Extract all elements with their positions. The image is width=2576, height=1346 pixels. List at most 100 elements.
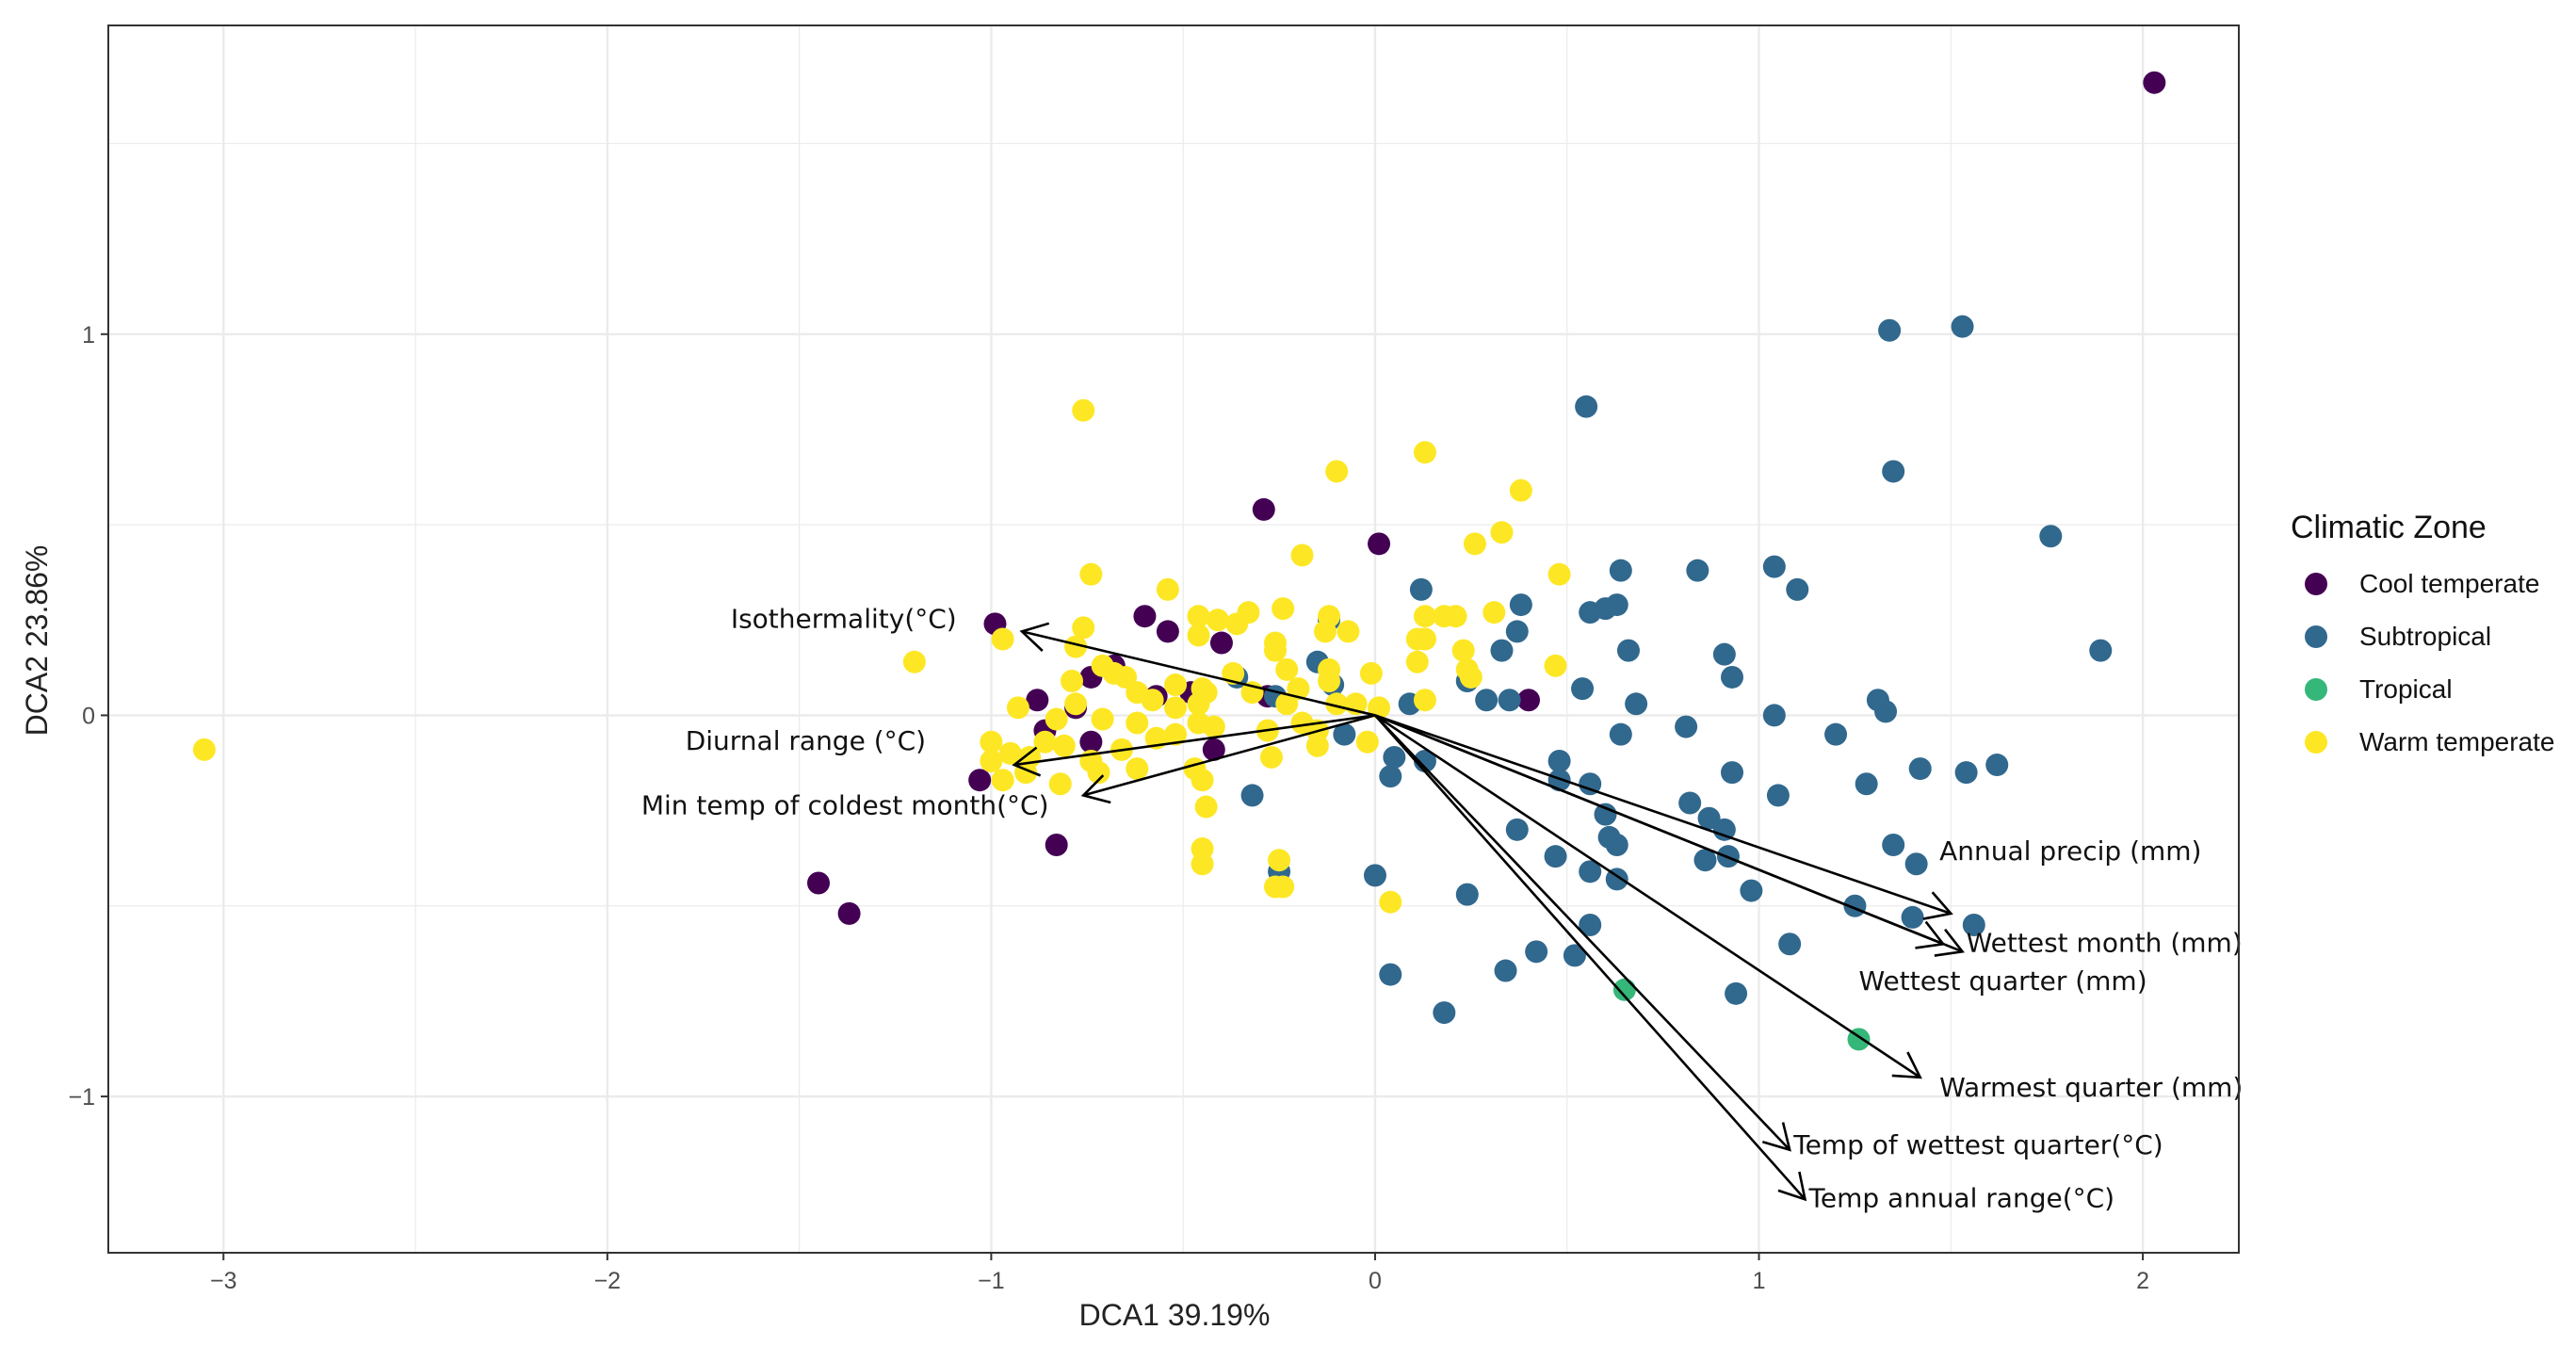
vector-temp-annual-range-c [1374, 714, 1807, 1202]
y-tick-label: 1 [82, 322, 95, 349]
legend-label-warm-temperate: Warm temperate [2359, 727, 2554, 756]
legend-item-subtropical: Subtropical [2305, 622, 2491, 651]
vector-line [1374, 714, 1944, 946]
point-subtropical [1678, 791, 1702, 815]
point-subtropical [1721, 761, 1744, 785]
point-warm-temperate [1091, 707, 1114, 731]
vector-min-temp-of-coldest-month-c [1080, 714, 1376, 804]
point-warm-temperate [1509, 478, 1532, 502]
point-warm-temperate [1164, 696, 1188, 720]
vector-label-diurnal-range-c: Diurnal range (°C) [686, 725, 926, 756]
legend-title: Climatic Zone [2291, 510, 2487, 545]
vector-arrowhead [1915, 920, 1946, 949]
point-subtropical [1874, 700, 1898, 723]
vector-label-temp-of-wettest-quarter-c: Temp of wettest quarter(°C) [1792, 1129, 2163, 1160]
legend-label-subtropical: Subtropical [2359, 622, 2491, 651]
vector-arrowhead [1761, 1122, 1791, 1152]
point-warm-temperate [1544, 654, 1567, 677]
point-subtropical [1455, 883, 1479, 906]
point-subtropical [1594, 597, 1617, 621]
point-warm-temperate [998, 741, 1022, 765]
x-tick-label: 0 [1369, 1268, 1382, 1294]
point-subtropical [1985, 754, 2009, 777]
point-warm-temperate [192, 738, 216, 761]
point-cool-temperate [1045, 834, 1068, 857]
vector-arrowhead [1934, 928, 1965, 957]
point-warm-temperate [980, 730, 1003, 754]
biplot-vectors [1012, 622, 1965, 1202]
point-subtropical [1333, 722, 1356, 746]
legend-item-cool-temperate: Cool temperate [2305, 569, 2539, 598]
point-warm-temperate [1087, 761, 1110, 785]
point-warm-temperate [1455, 657, 1479, 681]
x-tick-label: 2 [2136, 1268, 2149, 1294]
point-subtropical [1363, 864, 1386, 887]
point-cool-temperate [1079, 730, 1103, 754]
point-subtropical [1579, 913, 1602, 936]
vector-line [1082, 714, 1376, 797]
panel-border [107, 24, 2240, 1254]
point-cool-temperate [1026, 689, 1049, 712]
point-warm-temperate [1072, 398, 1095, 422]
point-subtropical [1494, 959, 1517, 982]
point-subtropical [1686, 559, 1709, 582]
point-warm-temperate [1368, 696, 1391, 720]
point-subtropical [1882, 834, 1905, 857]
point-warm-temperate [1191, 769, 1214, 792]
point-warm-temperate [1313, 620, 1337, 643]
point-cool-temperate [1156, 620, 1179, 643]
point-warm-temperate [1337, 620, 1360, 643]
point-subtropical [1409, 577, 1433, 601]
point-subtropical [1240, 784, 1264, 807]
legend-item-warm-temperate: Warm temperate [2305, 727, 2554, 756]
point-warm-temperate [902, 650, 926, 673]
point-subtropical [1908, 757, 1932, 781]
point-warm-temperate [1451, 639, 1475, 662]
axis-ticks: −3 −2 −1 0 1 2 −1 0 1 [68, 322, 2149, 1294]
point-subtropical [1901, 905, 1924, 929]
point-subtropical [1505, 620, 1529, 643]
point-subtropical [1498, 689, 1521, 712]
point-subtropical [1712, 642, 1736, 666]
point-subtropical [1433, 1001, 1456, 1025]
legend-label-cool-temperate: Cool temperate [2359, 569, 2539, 598]
point-warm-temperate [1141, 689, 1164, 712]
point-warm-temperate [1325, 692, 1349, 716]
point-cool-temperate [1209, 631, 1233, 655]
point-subtropical [1725, 981, 1748, 1005]
y-axis-title: DCA2 23.86% [20, 545, 54, 737]
point-subtropical [2039, 525, 2063, 548]
point-warm-temperate [1359, 661, 1383, 685]
point-cool-temperate [1517, 689, 1540, 712]
point-subtropical [1786, 577, 1809, 601]
x-tick-label: −2 [594, 1268, 622, 1294]
point-subtropical [1609, 559, 1632, 582]
point-warm-temperate [1405, 650, 1429, 673]
point-warm-temperate [1060, 670, 1083, 693]
point-subtropical [1575, 395, 1598, 418]
point-subtropical [1383, 745, 1406, 769]
legend: Climatic Zone Cool temperate Subtropical… [2291, 510, 2554, 756]
point-subtropical [1594, 803, 1617, 826]
point-warm-temperate [1194, 681, 1218, 705]
point-warm-temperate [1187, 624, 1210, 647]
vector-warmest-quarter-mm [1374, 714, 1922, 1079]
vector-arrowhead [1080, 774, 1111, 804]
point-subtropical [1544, 845, 1567, 868]
point-subtropical [1563, 944, 1586, 967]
vector-line [1021, 630, 1376, 717]
vector-arrowhead [1019, 622, 1050, 652]
vector-arrowhead [1922, 891, 1953, 920]
point-warm-temperate [1164, 722, 1188, 746]
vector-label-temp-annual-range-c: Temp annual range(°C) [1808, 1182, 2115, 1213]
point-subtropical [1605, 834, 1628, 857]
legend-item-tropical: Tropical [2305, 674, 2453, 704]
point-warm-temperate [1006, 696, 1029, 720]
point-cool-temperate [1202, 738, 1225, 761]
point-subtropical [1882, 460, 1905, 483]
vector-label-min-temp-of-coldest-month-c: Min temp of coldest month(°C) [641, 790, 1049, 821]
point-warm-temperate [991, 627, 1014, 651]
point-warm-temperate [1413, 689, 1436, 712]
point-subtropical [1579, 860, 1602, 884]
